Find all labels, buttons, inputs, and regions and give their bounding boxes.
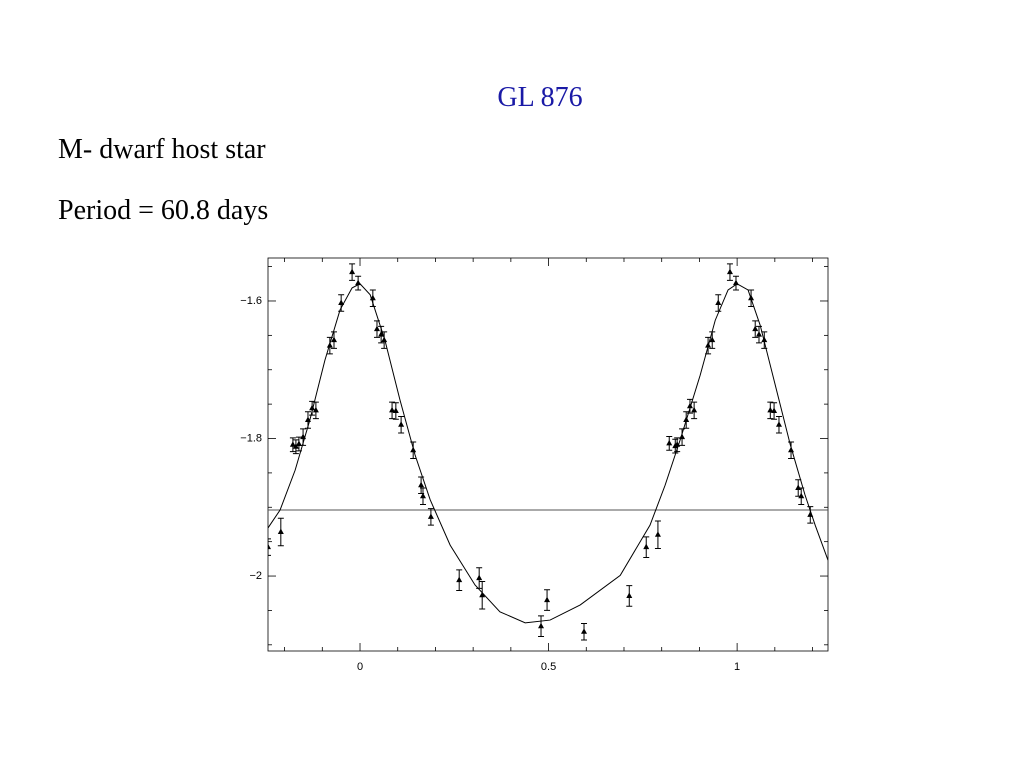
data-point (755, 331, 762, 337)
y-tick-label: −1.6 (240, 295, 262, 307)
data-point (544, 596, 551, 603)
plot-area (268, 263, 828, 641)
data-point (373, 325, 380, 332)
data-point (277, 528, 284, 535)
data-point (788, 446, 795, 453)
data-point (378, 331, 385, 337)
data-point (726, 268, 733, 275)
data-point (626, 592, 633, 598)
data-point (389, 406, 396, 413)
data-point (304, 416, 311, 422)
data-point (679, 433, 686, 440)
data-point (326, 342, 333, 348)
data-point (309, 404, 316, 411)
data-point (643, 543, 650, 550)
data-point (715, 299, 722, 306)
bullet-text: M- dwarf host star (58, 134, 266, 165)
data-point (268, 543, 271, 550)
x-tick-label: 0.5 (541, 661, 556, 673)
data-point (748, 294, 755, 301)
data-point (538, 622, 545, 629)
data-point (295, 440, 302, 447)
x-tick-label: 0 (357, 661, 363, 673)
data-point (581, 628, 588, 634)
data-point (355, 279, 362, 286)
y-tick-label: −2 (249, 570, 262, 582)
data-point (330, 336, 337, 343)
data-point (398, 421, 405, 427)
data-point (795, 484, 802, 491)
y-tick-label: −1.8 (240, 432, 262, 444)
data-point (476, 574, 483, 581)
data-point (292, 443, 299, 449)
data-point (654, 531, 661, 537)
data-point (683, 416, 690, 422)
data-point (349, 268, 356, 275)
plot-frame (267, 257, 829, 652)
data-point (419, 492, 426, 499)
slide-title: GL 876 (497, 82, 583, 113)
data-point (381, 336, 388, 343)
data-point (479, 591, 486, 598)
data-point (369, 294, 376, 301)
data-point (289, 441, 296, 447)
fit-curve (268, 283, 828, 624)
data-point (686, 402, 693, 409)
data-point (771, 407, 778, 414)
data-point (767, 406, 774, 413)
data-point (427, 513, 434, 519)
data-point (752, 325, 759, 332)
data-point (732, 279, 739, 286)
data-point (300, 433, 307, 440)
data-point (761, 336, 768, 343)
data-point (666, 439, 673, 446)
data-point (807, 511, 814, 517)
data-point (775, 421, 782, 427)
data-point (312, 406, 319, 413)
data-point (410, 446, 417, 453)
data-point (418, 481, 425, 488)
data-point (691, 406, 698, 413)
x-tick-label: 1 (734, 661, 740, 673)
data-point (392, 407, 399, 414)
data-point (338, 299, 345, 306)
data-point (674, 441, 681, 447)
data-point (709, 336, 716, 343)
bullet-text: Period = 60.8 days (58, 195, 269, 226)
data-point (705, 342, 712, 348)
data-point (798, 492, 805, 499)
data-point (456, 576, 463, 583)
error-bar (268, 538, 271, 556)
